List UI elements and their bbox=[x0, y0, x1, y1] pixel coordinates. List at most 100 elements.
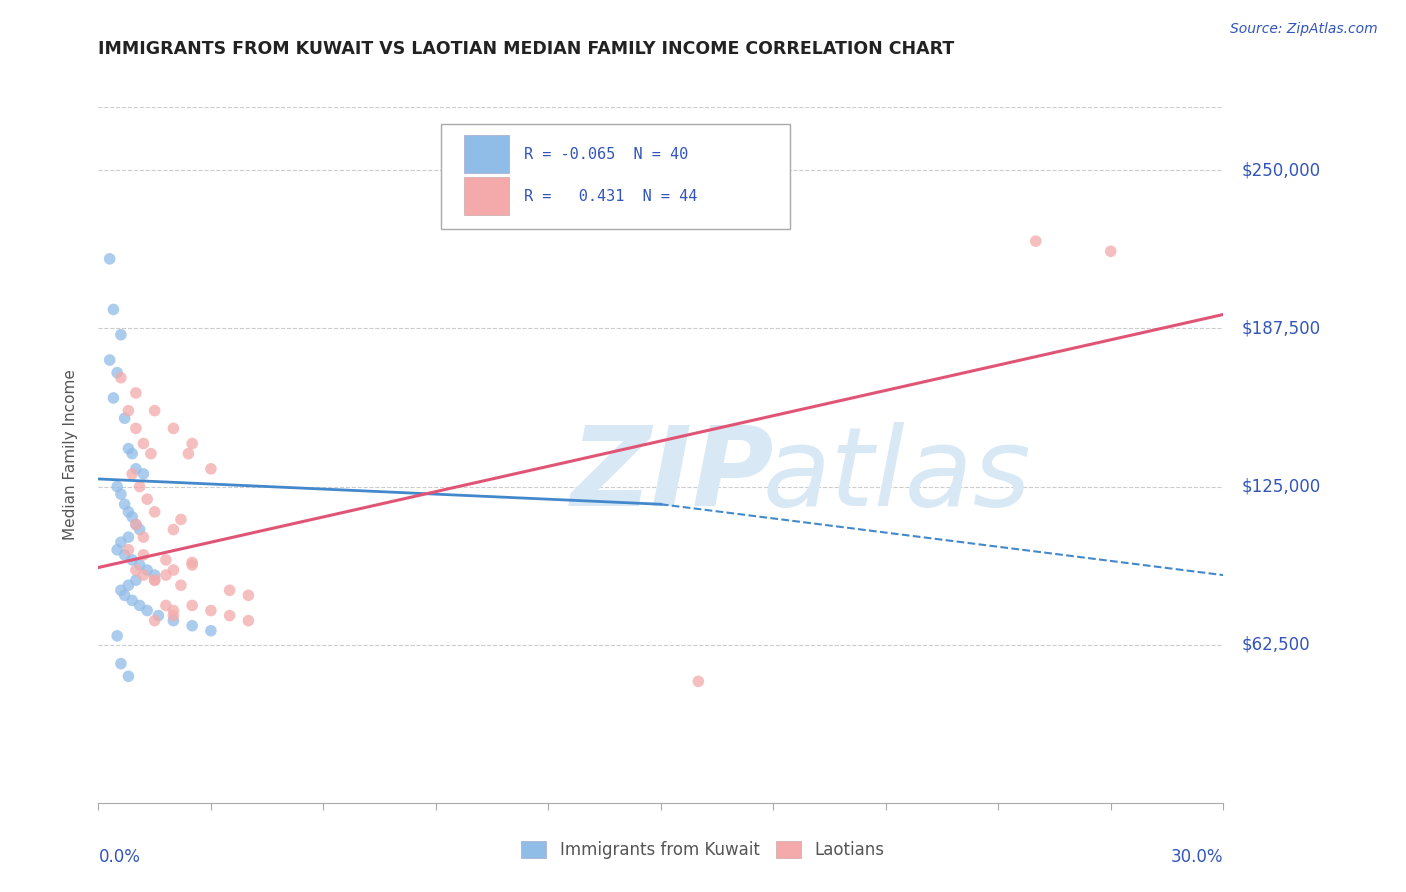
Point bbox=[121, 593, 143, 607]
Point bbox=[162, 421, 184, 435]
Point bbox=[238, 588, 260, 602]
Point bbox=[132, 530, 155, 544]
Y-axis label: Median Family Income: Median Family Income bbox=[63, 369, 77, 541]
Bar bbox=[464, 135, 509, 173]
Text: $62,500: $62,500 bbox=[1241, 636, 1310, 654]
Point bbox=[117, 578, 139, 592]
Point bbox=[125, 421, 148, 435]
Text: IMMIGRANTS FROM KUWAIT VS LAOTIAN MEDIAN FAMILY INCOME CORRELATION CHART: IMMIGRANTS FROM KUWAIT VS LAOTIAN MEDIAN… bbox=[98, 40, 955, 58]
Point bbox=[143, 573, 166, 587]
Point bbox=[132, 436, 155, 450]
Point bbox=[136, 563, 159, 577]
Point bbox=[148, 608, 170, 623]
Point bbox=[688, 674, 710, 689]
Point bbox=[117, 442, 139, 456]
Point bbox=[162, 603, 184, 617]
Text: 30.0%: 30.0% bbox=[1171, 848, 1223, 866]
Point bbox=[181, 618, 204, 632]
Text: $125,000: $125,000 bbox=[1241, 477, 1322, 496]
Point bbox=[105, 366, 128, 380]
Point bbox=[117, 530, 139, 544]
Point bbox=[125, 573, 148, 587]
Point bbox=[162, 563, 184, 577]
Point bbox=[155, 599, 177, 613]
Point bbox=[128, 523, 150, 537]
Point bbox=[143, 614, 166, 628]
Point bbox=[121, 467, 143, 481]
Text: 0.0%: 0.0% bbox=[98, 848, 141, 866]
Point bbox=[143, 403, 166, 417]
Text: $250,000: $250,000 bbox=[1241, 161, 1322, 179]
Point bbox=[132, 548, 155, 562]
Text: ZIP: ZIP bbox=[571, 422, 775, 529]
Point bbox=[181, 599, 204, 613]
Bar bbox=[464, 177, 509, 215]
Point bbox=[110, 535, 132, 549]
Point bbox=[103, 302, 125, 317]
Point bbox=[117, 542, 139, 557]
Point bbox=[181, 558, 204, 572]
Point bbox=[125, 517, 148, 532]
Point bbox=[117, 403, 139, 417]
Point bbox=[114, 411, 136, 425]
Point bbox=[114, 588, 136, 602]
Point bbox=[177, 447, 200, 461]
Point bbox=[98, 252, 121, 266]
Point bbox=[114, 497, 136, 511]
Point bbox=[162, 523, 184, 537]
Point bbox=[128, 599, 150, 613]
Point bbox=[136, 603, 159, 617]
Point bbox=[98, 353, 121, 368]
Point bbox=[1025, 234, 1047, 248]
Point bbox=[170, 512, 193, 526]
Point bbox=[143, 573, 166, 587]
Point bbox=[155, 553, 177, 567]
Point bbox=[117, 505, 139, 519]
Point bbox=[110, 657, 132, 671]
Point bbox=[162, 614, 184, 628]
Point bbox=[125, 462, 148, 476]
Text: R = -0.065  N = 40: R = -0.065 N = 40 bbox=[523, 147, 688, 161]
Point bbox=[132, 467, 155, 481]
Point bbox=[110, 487, 132, 501]
Point bbox=[121, 509, 143, 524]
Point bbox=[103, 391, 125, 405]
Point bbox=[132, 568, 155, 582]
Point bbox=[143, 505, 166, 519]
Point bbox=[128, 479, 150, 493]
Point bbox=[125, 517, 148, 532]
Text: atlas: atlas bbox=[762, 422, 1031, 529]
Point bbox=[121, 553, 143, 567]
Legend: Immigrants from Kuwait, Laotians: Immigrants from Kuwait, Laotians bbox=[515, 834, 891, 866]
Point bbox=[162, 608, 184, 623]
Point bbox=[200, 603, 222, 617]
Text: R =   0.431  N = 44: R = 0.431 N = 44 bbox=[523, 188, 697, 203]
Point bbox=[136, 492, 159, 507]
Text: $187,500: $187,500 bbox=[1241, 319, 1322, 337]
Point bbox=[200, 462, 222, 476]
Point bbox=[125, 386, 148, 401]
Point bbox=[110, 370, 132, 384]
Point bbox=[117, 669, 139, 683]
Point bbox=[105, 629, 128, 643]
Point bbox=[110, 327, 132, 342]
Point bbox=[143, 568, 166, 582]
Point bbox=[181, 556, 204, 570]
Point bbox=[105, 542, 128, 557]
Point bbox=[218, 608, 240, 623]
Point bbox=[105, 479, 128, 493]
Point bbox=[170, 578, 193, 592]
Point bbox=[128, 558, 150, 572]
Text: Source: ZipAtlas.com: Source: ZipAtlas.com bbox=[1230, 22, 1378, 37]
Point bbox=[139, 447, 162, 461]
Point bbox=[125, 563, 148, 577]
Point bbox=[200, 624, 222, 638]
Point bbox=[114, 548, 136, 562]
Point bbox=[1099, 244, 1122, 259]
Point bbox=[181, 436, 204, 450]
Point bbox=[155, 568, 177, 582]
FancyBboxPatch shape bbox=[441, 124, 790, 229]
Point bbox=[110, 583, 132, 598]
Point bbox=[218, 583, 240, 598]
Point bbox=[238, 614, 260, 628]
